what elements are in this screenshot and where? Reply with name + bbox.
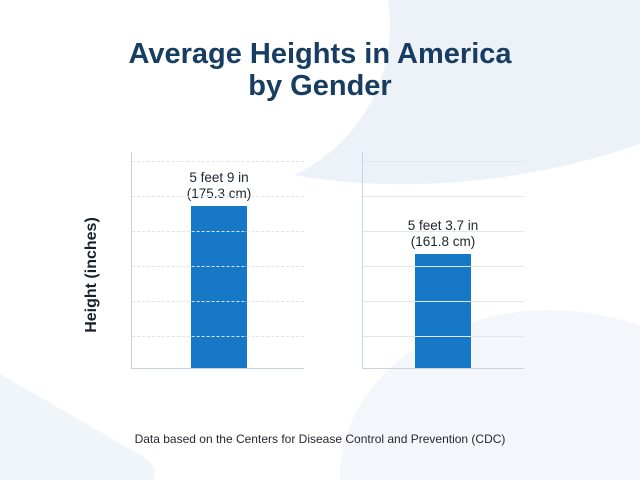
gridline: [132, 336, 304, 337]
gridline: [363, 266, 524, 267]
bar-women: [415, 254, 471, 368]
gridline: [132, 266, 304, 267]
bar-men-value-label: 5 feet 9 in (175.3 cm): [187, 170, 252, 202]
bar-women-label-feet: 5 feet 3.7 in: [407, 218, 479, 233]
gridline: [363, 336, 524, 337]
gridline: [132, 161, 304, 162]
y-axis-label: Height (inches): [83, 217, 100, 333]
bar-men-label-feet: 5 feet 9 in: [189, 170, 249, 185]
y-axis-label-wrapper: Height (inches): [80, 165, 104, 385]
gridline: [363, 231, 524, 232]
gridline: [363, 161, 524, 162]
chart-title: Average Heights in America by Gender: [0, 38, 640, 102]
chart-title-line-2: by Gender: [248, 70, 392, 102]
bar-women-label-cm: (161.8 cm): [410, 234, 476, 249]
bar-women-value-label: 5 feet 3.7 in (161.8 cm): [408, 218, 479, 250]
gridline: [363, 196, 524, 197]
chart-title-line-1: Average Heights in America: [128, 38, 512, 70]
gridline: [132, 231, 304, 232]
bar-chart-panel-men: 5 feet 9 in (175.3 cm): [131, 152, 304, 369]
gridline: [363, 301, 524, 302]
bar-chart-panel-women: 5 feet 3.7 in (161.8 cm): [362, 152, 524, 369]
gridline: [132, 196, 304, 197]
source-note: Data based on the Centers for Disease Co…: [134, 432, 506, 446]
gridline: [132, 301, 304, 302]
bar-men-label-cm: (175.3 cm): [186, 186, 252, 201]
bar-men: [191, 206, 247, 368]
